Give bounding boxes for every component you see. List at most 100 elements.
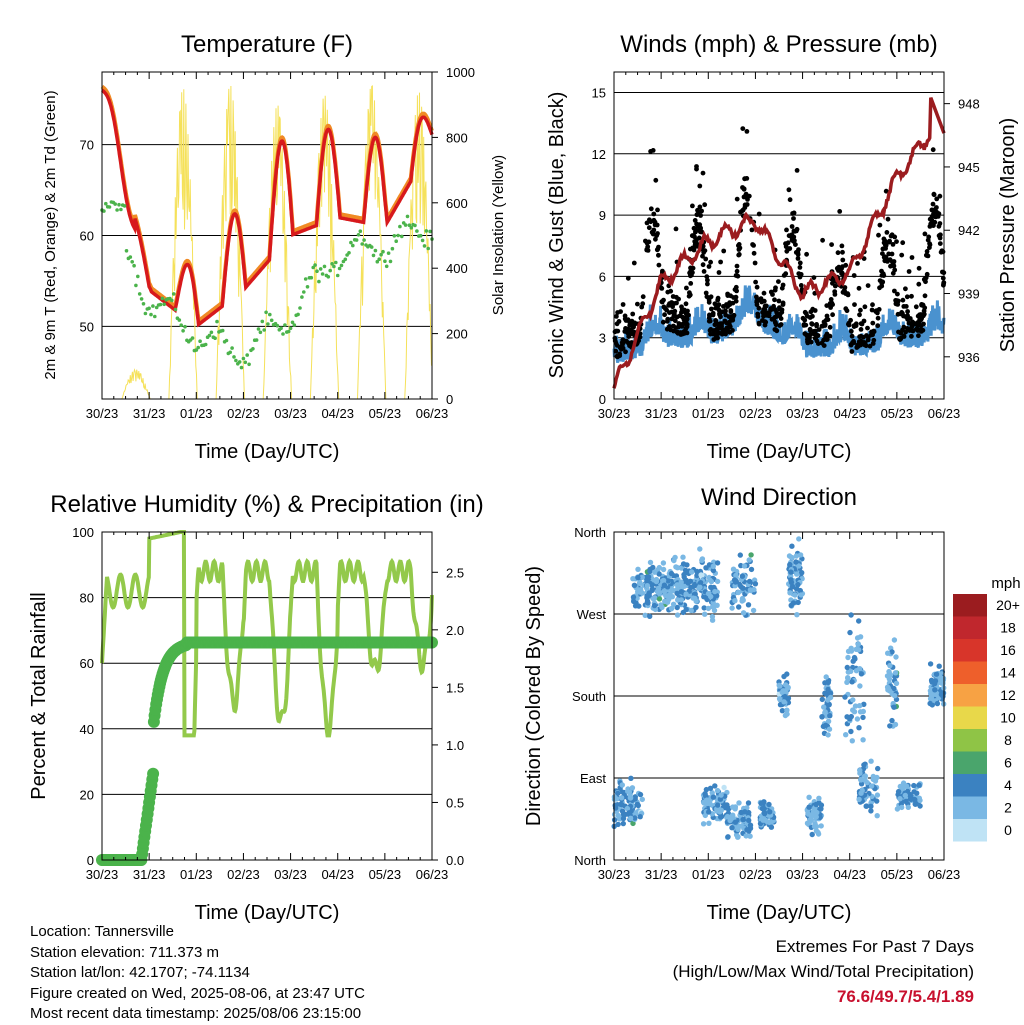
y-tick-label: 70 xyxy=(80,138,94,153)
dewpoint-point xyxy=(158,302,163,307)
direction-point xyxy=(699,572,705,579)
gust-point xyxy=(699,208,704,214)
direction-point xyxy=(652,595,658,601)
direction-point xyxy=(860,714,866,721)
x-tick-label: 02/23 xyxy=(227,867,260,882)
gust-point xyxy=(848,328,854,334)
gust-point xyxy=(812,308,818,313)
y-tick-label: North xyxy=(574,525,606,540)
direction-point xyxy=(868,808,874,814)
gust-point xyxy=(733,273,739,278)
x-tick-label: 31/23 xyxy=(133,867,166,882)
gust-point xyxy=(937,193,943,199)
gust-point xyxy=(940,249,946,255)
gust-point xyxy=(884,230,890,235)
direction-point xyxy=(698,580,704,586)
gust-point xyxy=(888,263,893,269)
dewpoint-point xyxy=(247,362,251,367)
gust-point xyxy=(772,297,777,303)
gust-point xyxy=(652,222,658,228)
direction-point xyxy=(652,569,658,575)
gust-point xyxy=(924,252,929,258)
gust-point xyxy=(653,177,659,183)
direction-point xyxy=(781,688,787,694)
gust-point xyxy=(727,329,733,335)
y2-tick-label: 936 xyxy=(958,350,980,365)
gust-point xyxy=(754,302,760,308)
direction-point xyxy=(630,594,637,600)
x-tick-label: 04/23 xyxy=(321,867,354,882)
direction-point xyxy=(644,583,650,589)
gust-point xyxy=(706,264,712,269)
gust-point xyxy=(868,332,874,338)
gust-point xyxy=(770,292,775,297)
gust-point xyxy=(859,321,865,327)
dewpoint-point xyxy=(422,244,427,248)
direction-point xyxy=(872,778,879,784)
colorbar-swatch xyxy=(953,594,987,617)
direction-point xyxy=(644,598,651,604)
direction-point xyxy=(868,783,875,789)
x-tick-label: 05/23 xyxy=(369,406,402,421)
direction-point xyxy=(689,569,695,575)
gust-point xyxy=(930,201,936,207)
gust-point xyxy=(888,233,894,239)
extremes-values: 76.6/49.7/5.4/1.89 xyxy=(836,987,974,1006)
gust-point xyxy=(762,319,768,325)
gust-point xyxy=(688,281,694,286)
direction-point xyxy=(683,591,689,597)
direction-point xyxy=(659,604,665,610)
dewpoint-point xyxy=(326,275,331,279)
gust-point xyxy=(651,211,657,217)
dewpoint-point xyxy=(245,353,249,357)
direction-point xyxy=(782,712,789,719)
direction-point xyxy=(688,584,694,591)
gust-point xyxy=(684,311,689,317)
dewpoint-point xyxy=(124,249,129,253)
gust-point xyxy=(875,323,881,329)
colorbar-label: 2 xyxy=(1004,800,1012,816)
direction-point xyxy=(735,834,741,840)
gust-point xyxy=(682,317,687,322)
direction-point xyxy=(706,809,712,815)
gust-point xyxy=(760,310,765,315)
gust-point xyxy=(883,188,889,194)
gust-point xyxy=(915,323,920,328)
direction-point xyxy=(673,564,679,570)
direction-point xyxy=(637,791,644,798)
gust-point xyxy=(836,268,841,273)
dewpoint-point xyxy=(384,264,389,269)
gust-point xyxy=(786,187,792,193)
gust-point xyxy=(733,294,739,300)
direction-point xyxy=(627,815,634,821)
dewpoint-point xyxy=(134,283,138,288)
gust-point xyxy=(687,292,693,298)
direction-point xyxy=(718,807,724,813)
direction-point xyxy=(806,820,812,826)
gust-point xyxy=(913,304,919,310)
gust-point xyxy=(758,298,764,303)
dewpoint-point xyxy=(232,355,236,359)
direction-point xyxy=(891,637,898,643)
colorbar-swatch xyxy=(953,819,987,842)
dewpoint-point xyxy=(286,329,291,334)
direction-point xyxy=(892,693,898,699)
gust-point xyxy=(682,320,687,326)
y-tick-label: 12 xyxy=(592,147,606,162)
direction-point xyxy=(645,574,652,580)
direction-point xyxy=(893,654,899,660)
direction-point xyxy=(826,726,833,732)
direction-point xyxy=(717,796,724,802)
direction-point xyxy=(747,587,754,593)
dewpoint-point xyxy=(128,255,133,259)
gust-point xyxy=(801,322,807,327)
gust-point xyxy=(738,209,743,215)
gust-point xyxy=(840,257,846,263)
x-tick-label: 06/23 xyxy=(928,406,961,421)
gust-point xyxy=(749,227,755,233)
direction-point xyxy=(729,605,735,611)
dewpoint-point xyxy=(403,223,408,227)
gust-point xyxy=(898,335,904,341)
x-tick-label: 31/23 xyxy=(645,867,678,882)
